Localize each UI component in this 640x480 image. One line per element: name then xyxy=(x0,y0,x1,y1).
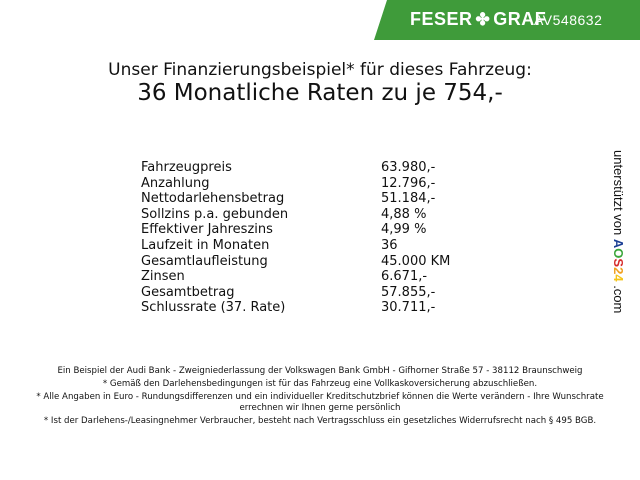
disclaimer-euro: * Alle Angaben in Euro - Rundungsdiffere… xyxy=(36,392,604,413)
row-value: 36 xyxy=(381,237,398,253)
aos24-domain: .com xyxy=(611,285,626,314)
row-value: 51.184,- xyxy=(381,191,436,207)
table-row: Gesamtlaufleistung 45.000 KM xyxy=(141,254,450,270)
row-label: Effektiver Jahreszins xyxy=(141,222,273,238)
row-value: 63.980,- xyxy=(381,160,436,175)
brand-right: GRAF xyxy=(493,9,547,29)
table-row: Fahrzeugpreis 63.980,- xyxy=(141,160,450,176)
row-label: Sollzins p.a. gebunden xyxy=(141,206,289,222)
page-title: 36 Monatliche Raten zu je 754,- xyxy=(137,80,503,106)
table-row: Effektiver Jahreszins 4,99 % xyxy=(141,222,450,238)
table-row: Schlussrate (37. Rate) 30.711,- xyxy=(141,300,450,316)
row-value: 6.671,- xyxy=(381,269,428,285)
subtitle: Unser Finanzierungsbeispiel* für dieses … xyxy=(108,60,532,80)
table-row: Nettodarlehensbetrag 51.184,- xyxy=(141,191,450,207)
row-value: 4,99 % xyxy=(381,222,427,238)
finance-table: Fahrzeugpreis 63.980,- Anzahlung 12.796,- … xyxy=(141,160,450,316)
disclaimer-insurance: * Gemäß den Darlehensbedingungen ist für… xyxy=(102,379,538,389)
row-value: 30.711,- xyxy=(381,300,436,316)
row-label: Gesamtlaufleistung xyxy=(141,253,268,269)
row-label: Schlussrate (37. Rate) xyxy=(141,300,286,316)
row-label: Anzahlung xyxy=(141,175,210,191)
row-label: Nettodarlehensbetrag xyxy=(141,191,285,207)
disclaimer-bank: Ein Beispiel der Audi Bank - Zweignieder… xyxy=(57,366,583,376)
table-row: Anzahlung 12.796,- xyxy=(141,176,450,192)
dealer-banner: FESER ✤ GRAF AV548632 xyxy=(374,0,640,40)
dealer-logo: FESER ✤ GRAF xyxy=(410,9,546,30)
row-label: Gesamtbetrag xyxy=(141,284,235,300)
brand-left: FESER xyxy=(410,9,473,29)
vehicle-code: AV548632 xyxy=(534,12,603,28)
row-label: Zinsen xyxy=(141,269,185,285)
row-value: 4,88 % xyxy=(381,206,427,222)
row-label: Fahrzeugpreis xyxy=(141,160,232,175)
aos24-logo: AOS24 xyxy=(611,238,626,282)
row-value: 12.796,- xyxy=(381,175,436,191)
table-row: Laufzeit in Monaten 36 xyxy=(141,238,450,254)
row-label: Laufzeit in Monaten xyxy=(141,237,270,253)
row-value: 57.855,- xyxy=(381,284,436,300)
disclaimer: Ein Beispiel der Audi Bank - Zweignieder… xyxy=(20,366,620,429)
row-value: 45.000 KM xyxy=(381,253,451,269)
disclaimer-withdrawal: * Ist der Darlehens-/Leasingnehmer Verbr… xyxy=(43,416,597,426)
aos24-credit: unterstützt von AOS24 .com xyxy=(604,150,640,340)
table-row: Zinsen 6.671,- xyxy=(141,269,450,285)
clover-icon: ✤ xyxy=(475,10,491,29)
table-row: Sollzins p.a. gebunden 4,88 % xyxy=(141,207,450,223)
supported-by-text: unterstützt von xyxy=(611,150,626,236)
table-row: Gesamtbetrag 57.855,- xyxy=(141,285,450,301)
